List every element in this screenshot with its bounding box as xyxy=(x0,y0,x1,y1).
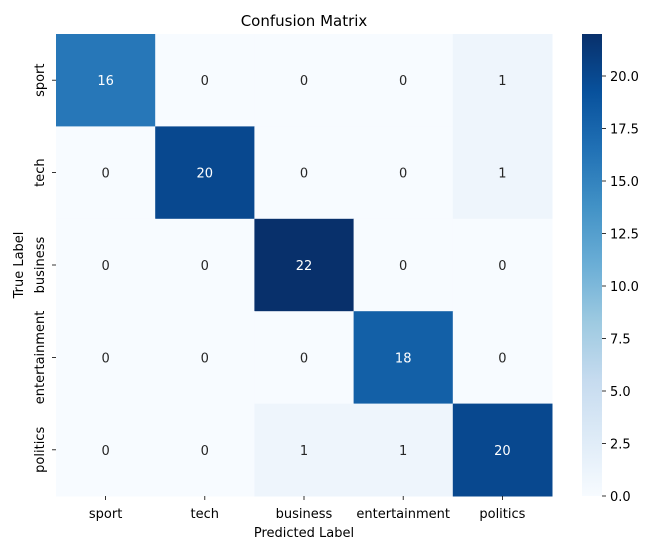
x-tick-label: business xyxy=(276,507,333,522)
heatmap-cell xyxy=(155,403,255,497)
colorbar-tick-label: 12.5 xyxy=(610,228,639,243)
y-axis-ticks: sport tech business entertainment politics xyxy=(33,63,56,473)
cell-value-label: 1 xyxy=(399,444,407,459)
cell-value-label: 20 xyxy=(197,167,214,182)
heatmap-cell xyxy=(56,311,156,405)
heatmap-cell xyxy=(56,34,156,127)
x-tick-label: sport xyxy=(89,507,122,522)
heatmap-cell xyxy=(254,126,355,220)
cell-value-label: 0 xyxy=(101,351,109,366)
heatmap-cell xyxy=(254,311,355,405)
heatmap-cell xyxy=(452,311,553,405)
heatmap-cell xyxy=(452,126,553,220)
cell-value-label: 0 xyxy=(101,444,109,459)
cell-value-label: 16 xyxy=(97,74,114,89)
cell-value-label: 0 xyxy=(101,259,109,274)
colorbar-tick-label: 10.0 xyxy=(610,280,639,295)
colorbar-tick-label: 0.0 xyxy=(610,490,631,505)
cell-value-label: 0 xyxy=(201,444,209,459)
heatmap-cell xyxy=(56,218,156,312)
cell-value-label: 18 xyxy=(395,351,412,366)
cell-value-label: 0 xyxy=(201,351,209,366)
heatmap-cell xyxy=(452,34,553,127)
colorbar-tick-label: 5.0 xyxy=(610,385,631,400)
heatmap-cell xyxy=(254,403,355,497)
cell-value-label: 0 xyxy=(498,259,506,274)
colorbar-tick-label: 2.5 xyxy=(610,438,631,453)
cell-value-label: 0 xyxy=(399,167,407,182)
heatmap-cell xyxy=(155,218,255,312)
cell-value-label: 0 xyxy=(399,259,407,274)
y-tick-label: politics xyxy=(33,427,48,473)
heatmap-cell xyxy=(56,126,156,220)
y-tick-label: entertainment xyxy=(33,311,48,405)
x-axis-ticks: sport tech business entertainment politics xyxy=(89,496,526,522)
colorbar-tick-label: 20.0 xyxy=(610,70,639,85)
cell-value-label: 1 xyxy=(300,444,308,459)
heatmap-cell xyxy=(353,218,454,312)
heatmap-cell-labels: 16 0 0 0 10 20 0 0 10 0 22 0 00 0 0 18 00 0 1 1 20 xyxy=(97,74,510,459)
heatmap-cell xyxy=(155,126,255,220)
y-tick-label: tech xyxy=(33,158,48,186)
x-axis-label: Predicted Label xyxy=(254,526,354,541)
cell-value-label: 20 xyxy=(494,444,511,459)
cell-value-label: 0 xyxy=(101,167,109,182)
colorbar xyxy=(582,34,602,496)
x-tick-label: entertainment xyxy=(356,507,450,522)
y-axis-label: True Label xyxy=(12,232,27,300)
cell-value-label: 0 xyxy=(201,259,209,274)
y-tick-label: business xyxy=(33,236,48,293)
heatmap-cell xyxy=(254,218,355,312)
x-tick-label: tech xyxy=(191,507,219,522)
cell-value-label: 0 xyxy=(399,74,407,89)
heatmap-cell xyxy=(452,403,553,497)
cell-value-label: 0 xyxy=(201,74,209,89)
heatmap-cell xyxy=(353,311,454,405)
heatmap-cell xyxy=(452,218,553,312)
cell-value-label: 0 xyxy=(300,351,308,366)
cell-value-label: 1 xyxy=(498,167,506,182)
chart-title: Confusion Matrix xyxy=(241,12,368,30)
heatmap-cells xyxy=(56,34,553,497)
cell-value-label: 0 xyxy=(300,74,308,89)
heatmap-cell xyxy=(155,34,255,127)
colorbar-tick-label: 7.5 xyxy=(610,333,631,348)
heatmap-cell xyxy=(155,311,255,405)
heatmap-cell xyxy=(353,34,454,127)
cell-value-label: 0 xyxy=(498,351,506,366)
colorbar-tick-label: 15.0 xyxy=(610,175,639,190)
colorbar-ticks: 0.0 2.5 5.0 7.5 10.0 12.5 15.0 17.5 20.0 xyxy=(602,70,639,505)
colorbar-tick-label: 17.5 xyxy=(610,123,639,138)
cell-value-label: 22 xyxy=(296,259,313,274)
heatmap-cell xyxy=(353,403,454,497)
y-tick-label: sport xyxy=(33,63,48,96)
heatmap-cell xyxy=(353,126,454,220)
cell-value-label: 0 xyxy=(300,167,308,182)
x-tick-label: politics xyxy=(479,507,525,522)
heatmap-cell xyxy=(56,403,156,497)
heatmap-cell xyxy=(254,34,355,127)
cell-value-label: 1 xyxy=(498,74,506,89)
